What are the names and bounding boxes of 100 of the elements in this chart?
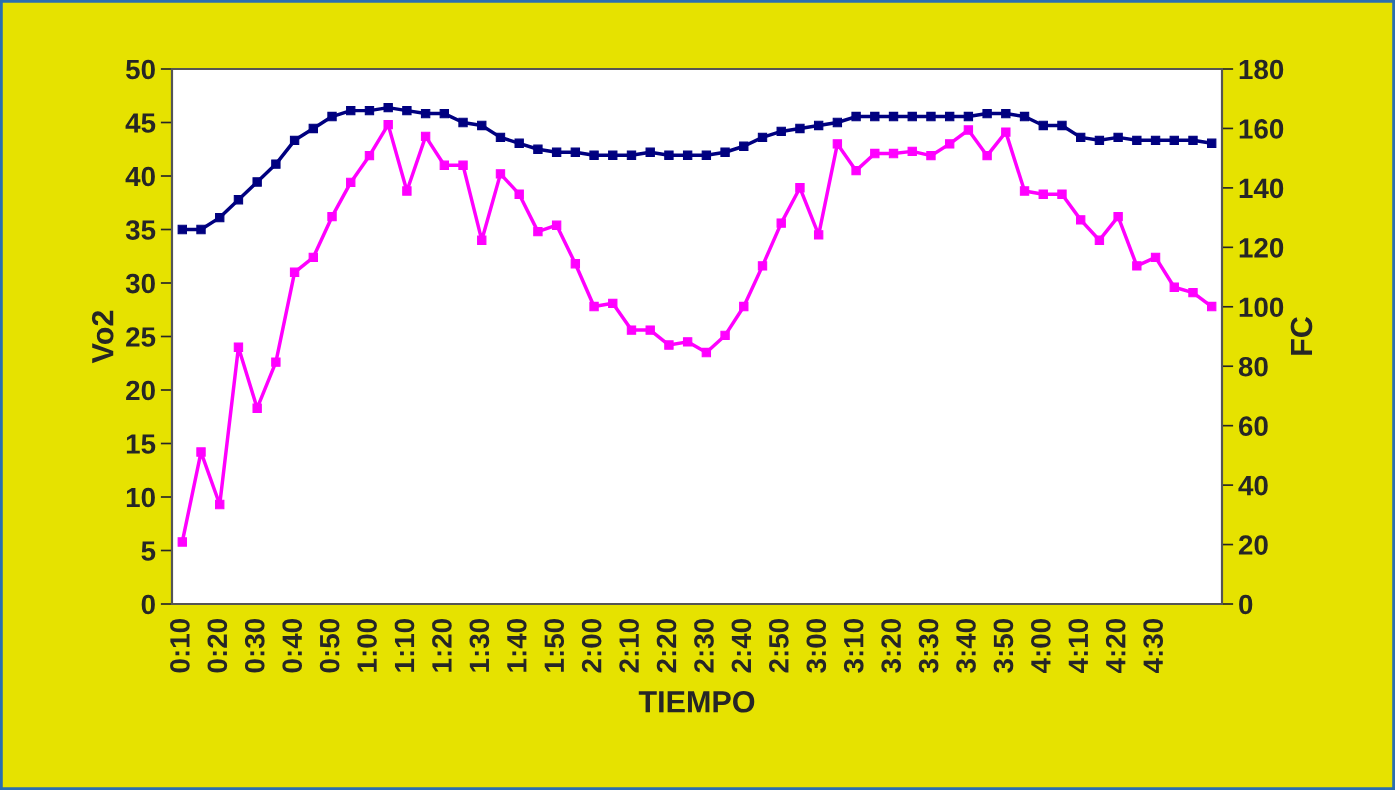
point: [439, 160, 450, 170]
point: [233, 342, 244, 352]
y-tick-label: 15: [126, 434, 156, 454]
x-tick-label: 2:10: [619, 619, 639, 673]
y-tick-label: 35: [125, 220, 156, 240]
point: [664, 340, 674, 350]
point: [551, 147, 562, 157]
point: [271, 159, 281, 169]
point: [982, 108, 992, 119]
x-tick-label: 3:10: [843, 619, 864, 673]
point: [533, 144, 543, 154]
y2-tick-label: 180: [1239, 59, 1284, 80]
point: [458, 117, 468, 128]
point: [1150, 252, 1161, 263]
point: [664, 150, 674, 160]
point: [1019, 111, 1030, 122]
point: [813, 120, 824, 131]
point: [177, 537, 187, 547]
point: [795, 123, 805, 134]
point: [1169, 135, 1179, 146]
point: [888, 111, 899, 122]
point: [551, 220, 562, 230]
point: [364, 105, 375, 116]
y-tick-label: 40: [125, 166, 155, 187]
point: [870, 148, 880, 159]
y-tick-label: 0: [141, 594, 155, 615]
point: [813, 230, 824, 240]
point: [289, 267, 300, 277]
point: [907, 146, 917, 157]
y-axis-title: Vo2: [91, 310, 114, 364]
y-tick-label: 10: [126, 487, 155, 508]
y2-tick-label: 120: [1239, 238, 1284, 258]
x-axis-title: TIEMPO: [638, 690, 755, 713]
point: [608, 150, 618, 160]
point: [477, 235, 487, 245]
x-tick-label: 2:40: [731, 619, 752, 673]
point: [589, 301, 599, 312]
x-tick-label: 3:50: [993, 619, 1014, 673]
point: [1207, 301, 1217, 312]
y2-tick-label: 80: [1238, 356, 1268, 377]
point: [626, 325, 637, 335]
point: [215, 499, 225, 510]
point: [851, 111, 861, 122]
point: [458, 160, 468, 170]
y2-tick-label: 0: [1239, 594, 1253, 615]
point: [1188, 135, 1198, 146]
y2-tick-label: 40: [1238, 475, 1268, 496]
point: [308, 123, 318, 134]
point: [739, 141, 749, 151]
point: [757, 132, 768, 143]
point: [215, 212, 225, 223]
x-tick-label: 2:30: [694, 619, 714, 673]
point: [495, 132, 506, 143]
point: [402, 186, 412, 196]
x-tick-label: 1:20: [432, 619, 452, 672]
point: [1169, 282, 1179, 292]
point: [832, 139, 843, 149]
point: [420, 108, 431, 119]
point: [252, 403, 262, 413]
y-tick-label: 50: [125, 59, 155, 80]
point: [1038, 189, 1048, 199]
point: [682, 337, 693, 347]
point: [289, 135, 300, 146]
x-tick-label: 0:40: [282, 619, 303, 673]
x-tick-label: 3:30: [918, 619, 939, 673]
y2-tick-label: 60: [1238, 416, 1268, 437]
point: [776, 218, 786, 228]
x-tick-label: 3:00: [806, 619, 827, 673]
point: [1001, 127, 1011, 137]
point: [233, 195, 244, 205]
point: [514, 189, 524, 199]
point: [439, 108, 450, 119]
point: [1094, 135, 1105, 146]
x-tick-label: 1:10: [394, 619, 415, 672]
y2-tick-label: 160: [1239, 119, 1284, 139]
point: [645, 325, 655, 335]
x-tick-label: 2:50: [769, 619, 789, 673]
point: [1113, 211, 1123, 222]
point: [944, 111, 955, 122]
x-tick-label: 1:00: [357, 619, 377, 672]
point: [327, 211, 337, 222]
point: [776, 126, 786, 137]
x-tick-label: 3:20: [881, 619, 902, 673]
point: [1019, 186, 1030, 196]
point: [645, 147, 655, 157]
x-tick-label: 4:30: [1143, 619, 1164, 674]
point: [720, 147, 730, 157]
point: [1188, 287, 1198, 298]
point: [982, 150, 992, 161]
point: [1076, 215, 1086, 225]
x-tick-label: 4:10: [1068, 619, 1089, 674]
point: [1113, 132, 1123, 143]
point: [514, 138, 524, 148]
x-tick-label: 4:20: [1105, 619, 1126, 674]
y-tick-label: 30: [125, 273, 155, 294]
point: [1038, 120, 1048, 131]
x-tick-label: 0:50: [319, 619, 340, 673]
y2-tick-label: 100: [1239, 297, 1284, 318]
point: [608, 298, 618, 309]
point: [1132, 135, 1142, 146]
